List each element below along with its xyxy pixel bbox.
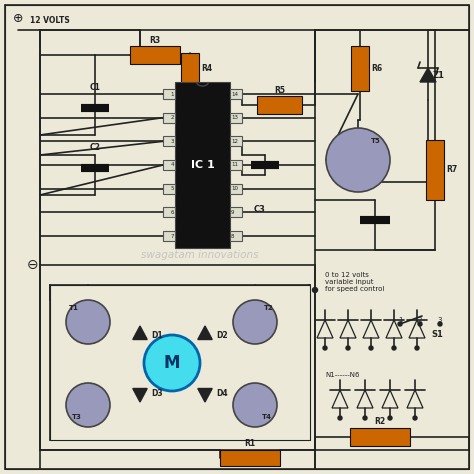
Text: T3: T3	[72, 414, 82, 420]
Text: R4: R4	[201, 64, 212, 73]
Text: Z1: Z1	[433, 71, 445, 80]
Bar	[163, 160, 175, 170]
Circle shape	[326, 128, 390, 192]
Text: $\oplus$: $\oplus$	[12, 11, 24, 25]
Bar	[230, 207, 242, 218]
Circle shape	[338, 416, 342, 420]
Bar	[230, 160, 242, 170]
Bar	[230, 231, 242, 241]
Text: 0 to 12 volts
variable input
for speed control: 0 to 12 volts variable input for speed c…	[325, 272, 384, 292]
Text: 5: 5	[171, 186, 174, 191]
Bar	[230, 89, 242, 99]
Text: C1: C1	[90, 83, 100, 92]
Bar	[181, 53, 199, 83]
Text: M: M	[164, 354, 180, 372]
Circle shape	[398, 322, 402, 326]
Circle shape	[388, 416, 392, 420]
Bar	[257, 96, 302, 114]
Polygon shape	[420, 68, 436, 82]
Text: 14: 14	[231, 91, 238, 97]
Bar	[163, 113, 175, 123]
Polygon shape	[198, 326, 212, 339]
Bar	[230, 183, 242, 194]
Text: 9: 9	[231, 210, 235, 215]
Bar	[230, 137, 242, 146]
Text: swagatam innovations: swagatam innovations	[141, 250, 259, 260]
Bar	[163, 183, 175, 194]
Text: 11: 11	[231, 163, 238, 167]
Text: T4: T4	[262, 414, 272, 420]
Text: S1: S1	[431, 330, 443, 339]
Text: T5: T5	[371, 138, 381, 144]
Text: D4: D4	[216, 389, 228, 398]
Text: N1------N6: N1------N6	[325, 372, 359, 378]
Text: C2: C2	[90, 143, 100, 152]
Text: C3: C3	[254, 205, 266, 214]
Bar	[175, 82, 230, 248]
Circle shape	[392, 346, 396, 350]
Text: T2: T2	[264, 305, 273, 311]
Text: 2: 2	[418, 317, 422, 323]
Text: D2: D2	[216, 330, 228, 339]
Text: 3: 3	[438, 317, 442, 323]
Bar	[130, 46, 180, 64]
Circle shape	[233, 383, 277, 427]
Text: R1: R1	[245, 439, 255, 448]
Circle shape	[233, 300, 277, 344]
Text: 8: 8	[231, 234, 235, 238]
Circle shape	[66, 300, 110, 344]
Bar	[350, 428, 410, 446]
Circle shape	[413, 416, 417, 420]
Polygon shape	[198, 389, 212, 402]
Circle shape	[369, 346, 373, 350]
Text: 4: 4	[171, 163, 174, 167]
Bar	[351, 46, 369, 91]
Text: IC 1: IC 1	[191, 160, 214, 170]
Circle shape	[312, 288, 318, 292]
Text: D3: D3	[151, 389, 163, 398]
Text: R2: R2	[374, 418, 385, 427]
Circle shape	[418, 322, 422, 326]
Bar	[163, 207, 175, 218]
Polygon shape	[133, 389, 147, 402]
Text: 12 VOLTS: 12 VOLTS	[30, 16, 70, 25]
Text: 13: 13	[231, 115, 238, 120]
Circle shape	[346, 346, 350, 350]
Circle shape	[66, 383, 110, 427]
Bar	[230, 113, 242, 123]
Text: 12: 12	[231, 139, 238, 144]
Text: R3: R3	[149, 36, 161, 45]
Text: R6: R6	[371, 64, 382, 73]
Text: R5: R5	[274, 85, 285, 94]
Bar	[163, 89, 175, 99]
Text: 10: 10	[231, 186, 238, 191]
Text: 3: 3	[171, 139, 174, 144]
Bar	[50, 285, 310, 440]
Text: R7: R7	[446, 165, 457, 174]
Circle shape	[415, 346, 419, 350]
Circle shape	[144, 335, 200, 391]
Text: T1: T1	[69, 305, 79, 311]
Polygon shape	[133, 326, 147, 339]
Bar	[163, 137, 175, 146]
Text: 1: 1	[398, 317, 402, 323]
Text: D1: D1	[151, 330, 163, 339]
Circle shape	[323, 346, 327, 350]
Bar	[163, 231, 175, 241]
Text: 2: 2	[171, 115, 174, 120]
Circle shape	[363, 416, 367, 420]
Bar	[426, 140, 444, 200]
Circle shape	[438, 322, 442, 326]
Text: $\ominus$: $\ominus$	[26, 258, 38, 272]
Text: 7: 7	[171, 234, 174, 238]
Text: 6: 6	[171, 210, 174, 215]
Text: 1: 1	[171, 91, 174, 97]
Bar	[220, 450, 280, 466]
